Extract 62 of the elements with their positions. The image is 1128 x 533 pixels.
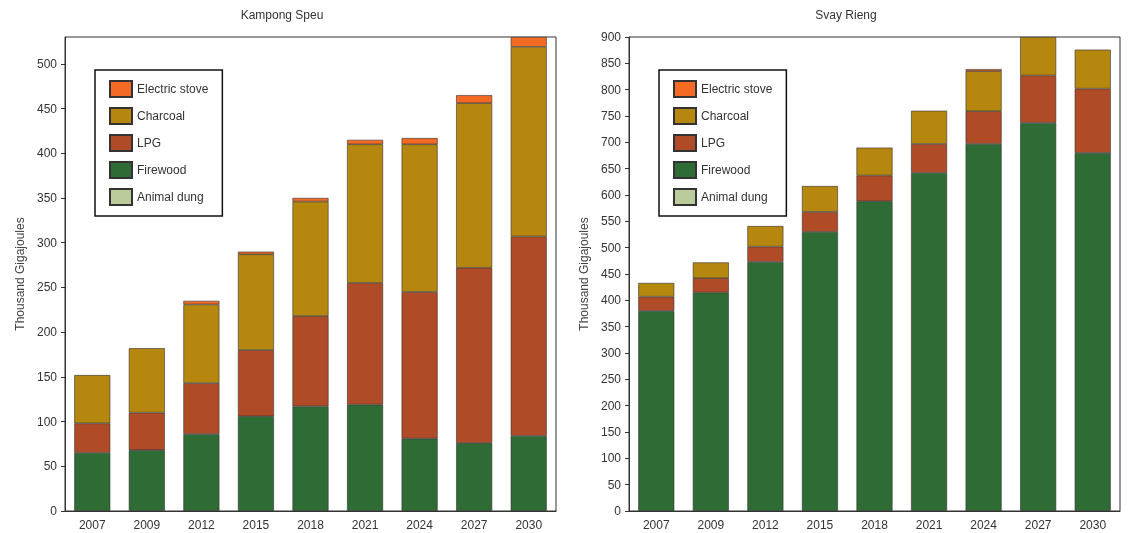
chart-title: Svay Rieng [815, 8, 877, 22]
legend-label: Firewood [701, 163, 751, 177]
x-tick-label: 2009 [133, 518, 161, 532]
y-tick-label: 300 [36, 235, 58, 250]
x-tick-label: 2007 [78, 518, 106, 532]
legend-label: LPG [137, 136, 162, 150]
x-tick-label: 2012 [752, 518, 780, 532]
x-tick-label: 2027 [1024, 518, 1052, 532]
x-tick-label: 2021 [915, 518, 943, 532]
x-tick-label: 2015 [242, 518, 270, 532]
x-tick-label: 2030 [1079, 518, 1107, 532]
y-tick-label: 500 [600, 240, 622, 255]
x-tick-label: 2027 [460, 518, 488, 532]
y-tick-label: 100 [600, 451, 622, 466]
legend-label: LPG [701, 136, 726, 150]
legend-label: Charcoal [701, 109, 750, 123]
y-tick-label: 650 [600, 161, 622, 176]
y-tick-label: 250 [600, 372, 622, 387]
y-tick-label: 700 [600, 135, 622, 150]
y-tick-label: 100 [36, 414, 58, 429]
y-tick-label: 500 [36, 56, 58, 71]
legend-label: Animal dung [701, 190, 768, 204]
y-axis-title: Thousand Gigajoules [13, 217, 28, 331]
y-tick-label: 250 [36, 280, 58, 295]
y-tick-label: 50 [43, 459, 58, 474]
y-tick-label: 300 [600, 346, 622, 360]
y-tick-label: 150 [600, 425, 622, 439]
y-axis-title: Thousand Gigajoules [577, 217, 592, 331]
x-tick-label: 2030 [515, 518, 543, 532]
y-tick-label: 550 [600, 214, 622, 229]
y-tick-label: 0 [614, 504, 622, 518]
y-tick-label: 800 [600, 82, 622, 97]
y-tick-label: 350 [600, 319, 622, 334]
y-tick-label: 350 [36, 190, 58, 205]
x-tick-label: 2007 [642, 518, 670, 532]
legend-label: Electric stove [701, 82, 773, 96]
y-tick-label: 400 [36, 146, 58, 161]
legend-label: Animal dung [137, 190, 204, 204]
x-tick-label: 2009 [697, 518, 725, 532]
x-tick-label: 2024 [970, 518, 998, 532]
y-tick-label: 150 [36, 369, 58, 384]
y-tick-label: 0 [50, 504, 58, 518]
x-tick-label: 2012 [188, 518, 216, 532]
y-tick-label: 200 [36, 325, 58, 340]
chart-title: Kampong Speu [240, 8, 324, 22]
x-tick-label: 2015 [806, 518, 834, 532]
legend-label: Charcoal [137, 109, 186, 123]
x-tick-label: 2018 [861, 518, 889, 532]
y-tick-label: 400 [600, 293, 622, 308]
y-tick-label: 200 [600, 398, 622, 413]
y-tick-label: 900 [600, 30, 622, 44]
y-tick-label: 450 [600, 267, 622, 281]
x-tick-label: 2018 [297, 518, 325, 532]
y-tick-label: 450 [36, 101, 58, 116]
y-tick-label: 850 [600, 56, 622, 71]
legend-label: Electric stove [137, 82, 209, 96]
legend-label: Firewood [137, 163, 187, 177]
x-tick-label: 2021 [351, 518, 379, 532]
y-tick-label: 50 [607, 477, 622, 492]
y-tick-label: 600 [600, 188, 622, 202]
y-tick-label: 750 [600, 109, 622, 123]
x-tick-label: 2024 [406, 518, 434, 532]
